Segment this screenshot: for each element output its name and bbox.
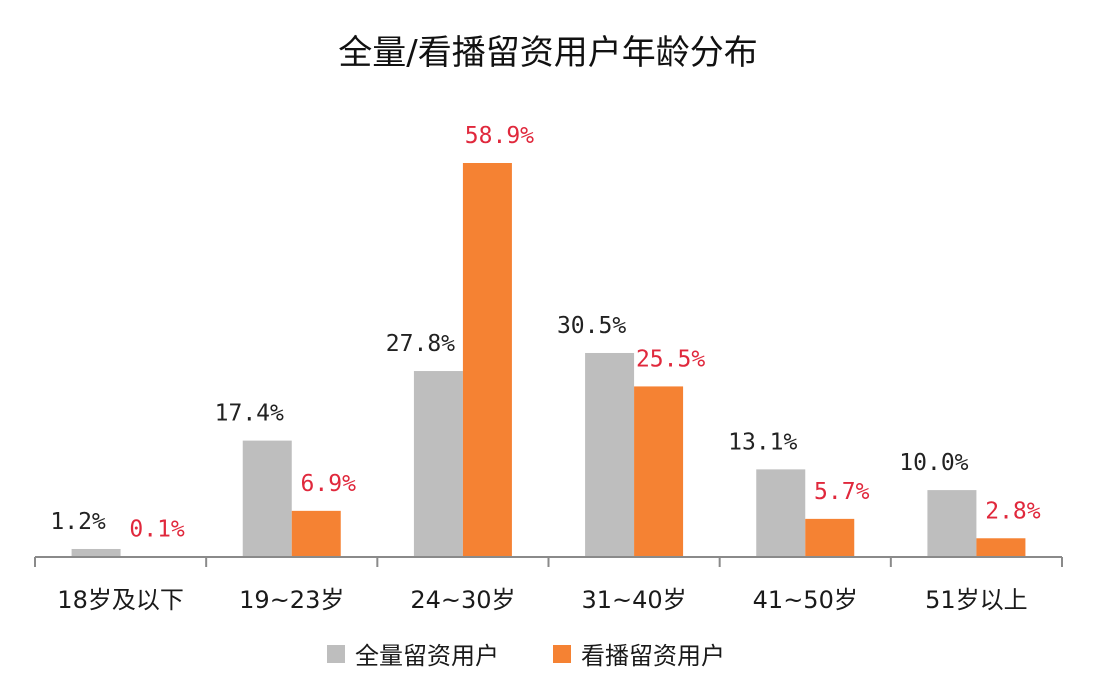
data-label: 17.4% bbox=[215, 401, 284, 427]
bar-all-users bbox=[585, 352, 635, 557]
bar-all-users bbox=[756, 469, 806, 557]
x-tick-label: 24~30岁 bbox=[410, 586, 515, 614]
legend-swatch bbox=[553, 645, 571, 663]
legend-label: 看播留资用户 bbox=[581, 642, 725, 670]
x-axis: 18岁及以下 19~23岁 24~30岁 31~40岁 41~50岁 51岁以上 bbox=[34, 556, 1063, 614]
bar-live-viewers bbox=[634, 386, 684, 557]
chart-title: 全量/看播留资用户年龄分布 bbox=[338, 33, 757, 73]
data-label: 13.1% bbox=[728, 429, 797, 455]
x-tick-label: 19~23岁 bbox=[239, 586, 344, 614]
data-label: 30.5% bbox=[557, 313, 626, 339]
bar-all-users bbox=[71, 548, 121, 557]
bar-all-users bbox=[413, 371, 463, 557]
bar-all-users bbox=[927, 490, 977, 557]
bar-live-viewers bbox=[976, 538, 1026, 557]
data-label: 58.9% bbox=[465, 123, 534, 149]
data-label: 2.8% bbox=[985, 498, 1041, 524]
x-tick-label: 51岁以上 bbox=[925, 586, 1028, 614]
x-tick-label: 18岁及以下 bbox=[57, 586, 184, 614]
data-label: 27.8% bbox=[386, 331, 455, 357]
bar-live-viewers bbox=[291, 510, 341, 557]
bar-all-users bbox=[242, 440, 292, 557]
legend-label: 全量留资用户 bbox=[355, 642, 499, 670]
data-label: 0.1% bbox=[129, 516, 185, 542]
data-label: 1.2% bbox=[50, 509, 106, 535]
bar-live-viewers bbox=[462, 163, 512, 557]
legend: 全量留资用户 看播留资用户 bbox=[327, 642, 725, 670]
x-tick-label: 41~50岁 bbox=[753, 586, 858, 614]
data-label: 10.0% bbox=[899, 450, 968, 476]
data-label: 25.5% bbox=[636, 346, 705, 372]
plot-area: 1.2% 0.1% 17.4% 6.9% 27.8% 58.9% 30.5% 25.5% 13.… bbox=[50, 123, 1041, 557]
x-tick-label: 31~40岁 bbox=[581, 586, 686, 614]
legend-swatch bbox=[327, 645, 345, 663]
data-label: 6.9% bbox=[301, 471, 357, 497]
data-label: 5.7% bbox=[814, 479, 870, 505]
bar-live-viewers bbox=[805, 518, 855, 557]
